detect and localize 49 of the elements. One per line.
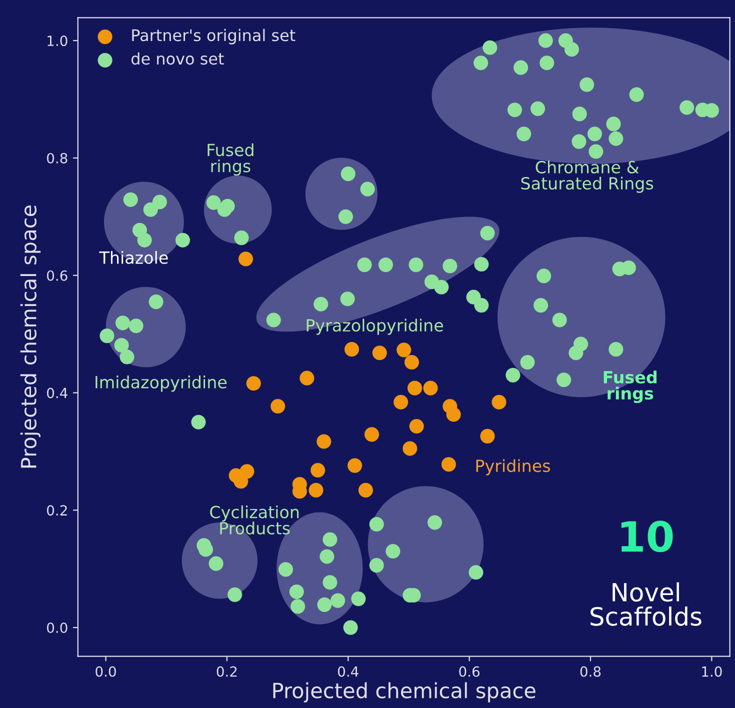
legend-label: Partner's original set: [132, 28, 296, 44]
point: [408, 380, 422, 396]
point: [394, 394, 408, 410]
annotation: Pyridines: [476, 459, 550, 476]
point: [316, 434, 332, 449]
point: [246, 376, 261, 391]
point: [480, 428, 495, 444]
annotation: 10: [621, 520, 673, 552]
annotation: Thiazole: [99, 251, 168, 264]
y-axis-title: Projected chemical space: [20, 206, 41, 468]
x-tick-label: 1.0: [702, 666, 722, 677]
y-tick-label: 0.2: [47, 505, 67, 516]
point: [308, 482, 324, 498]
point: [348, 458, 362, 473]
annotation: Fused rings: [208, 143, 254, 176]
point: [270, 398, 286, 414]
point: [372, 346, 387, 360]
point: [310, 462, 326, 478]
x-tick-label: 0.2: [216, 666, 237, 677]
legend-label: de novo set: [132, 52, 224, 65]
y-tick-label: 0.0: [47, 622, 68, 634]
annotation: Fused rings: [604, 370, 656, 404]
point: [446, 407, 461, 422]
point: [409, 418, 424, 434]
y-tick-label: 0.8: [47, 152, 68, 164]
y-tick-label: 1.0: [48, 36, 68, 46]
point: [358, 482, 373, 498]
annotation: Pyrazolopyridine: [306, 318, 444, 335]
x-tick-label: 0.0: [96, 666, 116, 677]
point: [492, 394, 506, 410]
annotation: Novel Scaffolds: [590, 582, 702, 626]
point: [404, 354, 420, 370]
point: [396, 342, 412, 358]
y-tick-label: 0.4: [47, 388, 68, 398]
annotation: Cyclization Products: [210, 505, 299, 534]
point: [238, 252, 254, 266]
annotation: Chromane & Saturated Rings: [521, 160, 654, 193]
y-tick-label: 0.6: [47, 270, 68, 281]
point: [423, 380, 438, 396]
x-tick-label: 0.4: [338, 666, 358, 677]
x-tick-label: 0.8: [580, 666, 601, 677]
point: [402, 441, 418, 456]
point: [300, 370, 314, 386]
x-tick-label: 0.6: [459, 666, 480, 677]
point: [441, 457, 456, 472]
point: [344, 342, 360, 357]
point: [364, 427, 380, 442]
annotation: Imidazopyridine: [96, 376, 227, 392]
x-axis-title: Projected chemical space: [273, 682, 536, 702]
